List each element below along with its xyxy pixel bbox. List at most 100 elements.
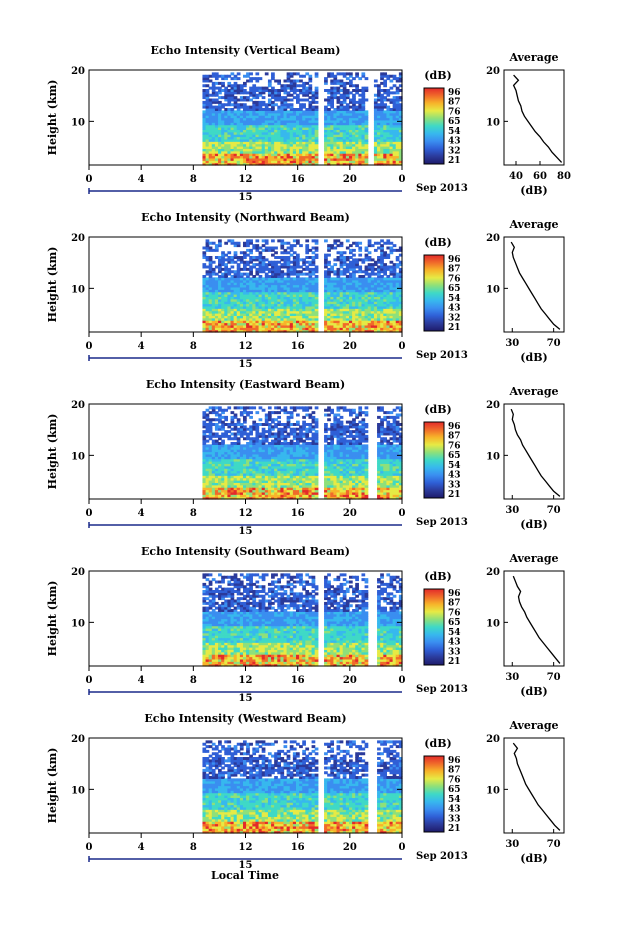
heatmap-cell bbox=[249, 308, 253, 312]
heatmap-cell bbox=[230, 127, 235, 130]
heatmap-cell bbox=[349, 79, 353, 83]
heatmap-cell bbox=[236, 317, 241, 321]
heatmap-cell bbox=[286, 146, 291, 149]
heatmap-cell bbox=[233, 157, 238, 161]
heatmap-cell bbox=[283, 115, 288, 119]
heatmap-cell bbox=[305, 146, 310, 149]
heatmap-cell bbox=[314, 129, 319, 133]
heatmap-cell bbox=[267, 129, 272, 133]
heatmap-cell bbox=[233, 329, 238, 333]
heatmap-cell bbox=[264, 239, 269, 243]
heatmap-cell bbox=[218, 313, 222, 316]
heatmap-cell bbox=[342, 122, 347, 126]
heatmap-cell bbox=[286, 86, 291, 90]
x-tick-label: 0 bbox=[86, 174, 93, 185]
heatmap-cell bbox=[205, 272, 210, 276]
heatmap-cell bbox=[327, 72, 331, 76]
heatmap-cell bbox=[202, 124, 207, 128]
heatmap-cell bbox=[280, 162, 285, 166]
heatmap-cell bbox=[389, 153, 394, 157]
heatmap-cell bbox=[208, 141, 213, 145]
heatmap-cell bbox=[239, 134, 244, 138]
heatmap-cell bbox=[383, 112, 388, 116]
heatmap-cell bbox=[205, 96, 210, 100]
heatmap-cell bbox=[205, 157, 210, 161]
heatmap-cell bbox=[305, 89, 310, 92]
heatmap-cell bbox=[364, 146, 369, 149]
heatmap-cell bbox=[252, 406, 257, 410]
heatmap-cell bbox=[271, 248, 275, 252]
heatmap-cell bbox=[214, 122, 219, 126]
heatmap-cell bbox=[305, 244, 310, 248]
colorbar-tick-label: 32 bbox=[448, 146, 461, 156]
heatmap-cell bbox=[202, 143, 207, 147]
heatmap-cell bbox=[221, 138, 225, 142]
heatmap-cell bbox=[242, 313, 247, 316]
heatmap-cell bbox=[271, 263, 275, 267]
heatmap-cell bbox=[361, 100, 366, 104]
heatmap-cell bbox=[308, 119, 313, 123]
heatmap-cell bbox=[327, 153, 331, 157]
heatmap-cell bbox=[395, 100, 400, 104]
heatmap-cell bbox=[258, 265, 263, 269]
heatmap-cell bbox=[389, 129, 394, 133]
heatmap-cell bbox=[355, 112, 359, 116]
heatmap-cell bbox=[236, 134, 241, 138]
heatmap-cell bbox=[261, 324, 266, 328]
heatmap-cell bbox=[349, 129, 353, 133]
colorbar-tick-label: 54 bbox=[448, 127, 461, 137]
heatmap-cell bbox=[255, 119, 260, 123]
heatmap-cell bbox=[339, 134, 344, 138]
heatmap-cell bbox=[373, 105, 378, 109]
heatmap-cell bbox=[274, 148, 278, 152]
heatmap-cell bbox=[398, 157, 403, 161]
heatmap-cell bbox=[311, 150, 316, 154]
heatmap-cell bbox=[227, 320, 232, 324]
panel-2: Echo Intensity (Northward Beam)Height (k… bbox=[46, 211, 565, 370]
heatmap-cell bbox=[271, 72, 275, 76]
heatmap-cell bbox=[218, 298, 222, 302]
heatmap-cell bbox=[252, 265, 257, 269]
heatmap-cell bbox=[258, 277, 263, 281]
heatmap-cell bbox=[267, 153, 272, 157]
heatmap-cell bbox=[305, 122, 310, 126]
heatmap-cell bbox=[386, 131, 391, 135]
heatmap-cell bbox=[255, 267, 260, 271]
heatmap-cell bbox=[336, 138, 341, 142]
heatmap-cell bbox=[214, 315, 219, 319]
heatmap-cell bbox=[342, 89, 347, 92]
heatmap-cell bbox=[246, 157, 250, 161]
heatmap-cell bbox=[395, 127, 400, 130]
heatmap-cell bbox=[202, 301, 207, 305]
heatmap-cell bbox=[205, 138, 210, 142]
heatmap-cell bbox=[236, 418, 241, 422]
heatmap-cell bbox=[218, 74, 222, 78]
heatmap-cell bbox=[380, 129, 384, 133]
heatmap-cell bbox=[373, 93, 378, 97]
heatmap-cell bbox=[289, 157, 294, 161]
heatmap-cell bbox=[202, 305, 207, 309]
heatmap-cell bbox=[236, 256, 241, 259]
heatmap-cell bbox=[311, 122, 316, 126]
heatmap-cell bbox=[342, 119, 347, 123]
heatmap-cell bbox=[230, 310, 235, 314]
heatmap-cell bbox=[349, 100, 353, 104]
heatmap-cell bbox=[233, 77, 238, 81]
heatmap-cell bbox=[355, 136, 359, 140]
heatmap-cell bbox=[252, 131, 257, 135]
heatmap-cell bbox=[308, 103, 313, 107]
heatmap-cell bbox=[221, 131, 225, 135]
heatmap-cell bbox=[355, 141, 359, 145]
heatmap-cell bbox=[205, 143, 210, 147]
heatmap-cell bbox=[289, 131, 294, 135]
heatmap-cell bbox=[277, 119, 282, 123]
heatmap-cell bbox=[202, 329, 207, 333]
heatmap-cell bbox=[299, 244, 303, 248]
heatmap-cell bbox=[280, 157, 285, 161]
heatmap-cell bbox=[267, 108, 272, 111]
heatmap-cell bbox=[224, 86, 229, 90]
heatmap-cell bbox=[221, 74, 225, 78]
heatmap-cell bbox=[258, 112, 263, 116]
heatmap-cell bbox=[214, 117, 219, 121]
heatmap-cell bbox=[339, 143, 344, 147]
